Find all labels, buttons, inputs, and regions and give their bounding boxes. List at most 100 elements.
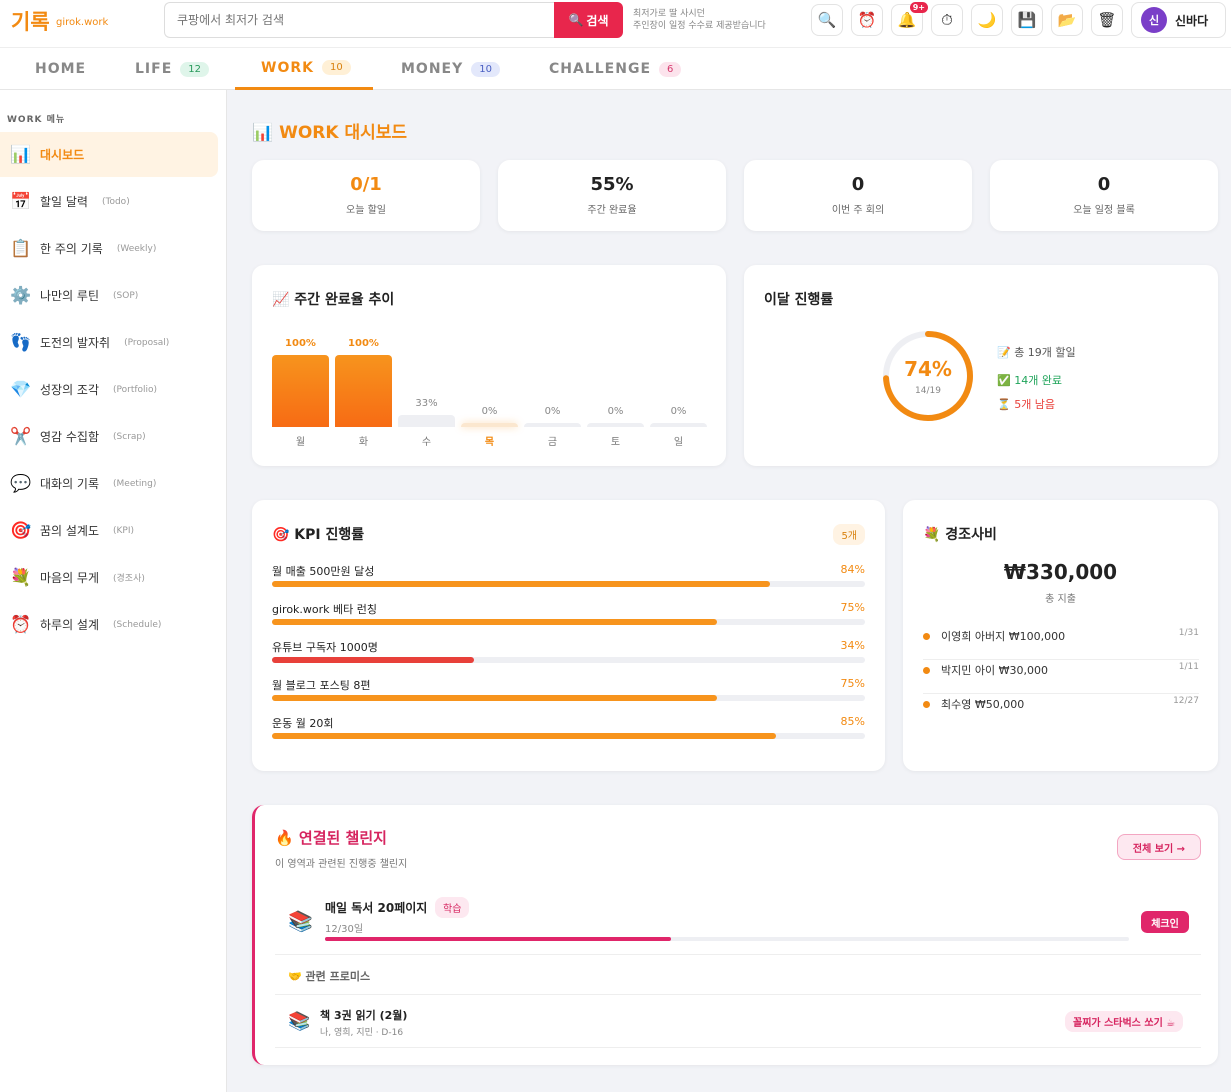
kpi-title: 🎯 KPI 진행률 bbox=[272, 527, 365, 543]
bar-2[interactable] bbox=[398, 415, 455, 427]
weekly-chart-title: 📈 주간 완료율 추이 bbox=[272, 292, 395, 308]
search-icon-button[interactable]: 🔍 bbox=[811, 4, 843, 36]
tab-home[interactable]: HOME bbox=[35, 48, 86, 90]
progress-fraction: 14/19 bbox=[915, 386, 941, 396]
bar-value-label: 0% bbox=[544, 406, 561, 417]
bar-3[interactable] bbox=[461, 423, 518, 427]
kpi-row[interactable]: 운동 월 20회 85% bbox=[272, 715, 865, 745]
promise-meta: 나, 영희, 지민 · D-16 bbox=[320, 1028, 404, 1038]
sidebar-item-sublabel: (KPI) bbox=[113, 525, 135, 536]
challenge-name: 매일 독서 20페이지 bbox=[325, 901, 428, 915]
sidebar-item[interactable]: 🎯 꿈의 설계도 (KPI) bbox=[0, 508, 218, 553]
sidebar-item-sublabel: (Scrap) bbox=[113, 431, 146, 442]
challenge-tag: 학습 bbox=[435, 897, 470, 918]
tab-work[interactable]: WORK 10 bbox=[235, 48, 373, 90]
gyeongjo-date: 1/11 bbox=[1178, 662, 1199, 672]
view-all-button[interactable]: 전체 보기 → bbox=[1117, 834, 1201, 860]
books-icon: 📚 bbox=[288, 1011, 311, 1032]
checkin-button[interactable]: 체크인 bbox=[1141, 911, 1189, 933]
stat-card-today-todo[interactable]: 0/1 오늘 할일 bbox=[252, 160, 480, 231]
sidebar-item-icon: 💐 bbox=[10, 567, 32, 588]
gyeongjo-text: 최수영 ₩50,000 bbox=[941, 698, 1025, 711]
search-input[interactable] bbox=[164, 2, 554, 38]
kpi-progress-fill bbox=[272, 581, 771, 587]
app-logo[interactable]: 기록 bbox=[11, 10, 50, 34]
sidebar-item-icon: 💎 bbox=[10, 379, 32, 400]
tab-life-count: 12 bbox=[180, 61, 209, 77]
search-button[interactable]: 🔍 검색 bbox=[554, 2, 623, 38]
sidebar-item[interactable]: ⏰ 하루의 설계 (Schedule) bbox=[0, 602, 218, 647]
user-name: 신바다 bbox=[1175, 13, 1209, 28]
stat-card-meetings[interactable]: 0 이번 주 회의 bbox=[744, 160, 972, 231]
sidebar: WORK 메뉴 📊 대시보드 📅 할일 달력 (Todo) 📋 한 주의 기록 (Weekly… bbox=[0, 90, 227, 1092]
sidebar-item-sublabel: (Portfolio) bbox=[113, 384, 158, 395]
sidebar-item[interactable]: 💎 성장의 조각 (Portfolio) bbox=[0, 367, 218, 412]
tab-life[interactable]: LIFE 12 bbox=[135, 48, 209, 90]
timer-button[interactable]: ⏱ bbox=[931, 4, 963, 36]
gyeongjo-total-label: 총 지출 bbox=[1045, 594, 1076, 605]
gyeongjo-row[interactable]: 최수영 ₩50,000 12/27 bbox=[923, 694, 1199, 728]
sidebar-item[interactable]: 💬 대화의 기록 (Meeting) bbox=[0, 461, 218, 506]
magnifier-icon: 🔍 bbox=[817, 11, 837, 29]
kpi-row[interactable]: girok.work 베타 런칭 75% bbox=[272, 601, 865, 631]
dark-mode-button[interactable]: 🌙 bbox=[971, 4, 1003, 36]
sidebar-item[interactable]: 📅 할일 달력 (Todo) bbox=[0, 179, 218, 224]
kpi-row[interactable]: 월 블로그 포스팅 8편 75% bbox=[272, 677, 865, 707]
notification-badge: 9+ bbox=[909, 2, 928, 13]
kpi-name: 유튜브 구독자 1000명 bbox=[272, 641, 378, 654]
open-folder-button[interactable]: 📂 bbox=[1051, 4, 1083, 36]
alarm-icon-button[interactable]: ⏰ bbox=[851, 4, 883, 36]
tab-money[interactable]: MONEY 10 bbox=[401, 48, 500, 90]
sidebar-item-sublabel: (Schedule) bbox=[113, 619, 162, 630]
bar-value-label: 100% bbox=[285, 338, 316, 349]
promise-item[interactable]: 📚 책 3권 읽기 (2월) 나, 영희, 지민 · D-16 꼴찌가 스타벅스… bbox=[275, 995, 1201, 1048]
kpi-percent: 34% bbox=[840, 639, 865, 652]
kpi-progress-fill bbox=[272, 619, 717, 625]
bar-category-label: 금 bbox=[547, 437, 558, 448]
stat-card-schedule-blocks[interactable]: 0 오늘 일정 블록 bbox=[990, 160, 1218, 231]
sidebar-item[interactable]: ✂️ 영감 수집함 (Scrap) bbox=[0, 414, 218, 459]
bar-0[interactable] bbox=[272, 355, 329, 427]
kpi-name: 운동 월 20회 bbox=[272, 717, 334, 730]
sidebar-item-label: 할일 달력 bbox=[40, 195, 88, 209]
app-domain: girok.work bbox=[56, 17, 109, 28]
sidebar-item[interactable]: 👣 도전의 발자취 (Proposal) bbox=[0, 320, 218, 365]
stat-card-weekly-rate[interactable]: 55% 주간 완료율 bbox=[498, 160, 726, 231]
promise-name: 책 3권 읽기 (2월) bbox=[320, 1009, 408, 1022]
tab-home-label: HOME bbox=[35, 61, 87, 77]
bar-6[interactable] bbox=[650, 423, 707, 427]
tab-challenge[interactable]: CHALLENGE 6 bbox=[549, 48, 682, 90]
sidebar-item-label: 나만의 루틴 bbox=[40, 289, 100, 303]
bar-4[interactable] bbox=[524, 423, 581, 427]
sidebar-item[interactable]: 📋 한 주의 기록 (Weekly) bbox=[0, 226, 218, 271]
kpi-row[interactable]: 월 매출 500만원 달성 84% bbox=[272, 563, 865, 593]
sidebar-item[interactable]: 📊 대시보드 bbox=[0, 132, 218, 177]
bar-category-label: 일 bbox=[673, 437, 684, 448]
user-menu[interactable]: 신 신바다 bbox=[1131, 2, 1226, 38]
sidebar-item[interactable]: 💐 마음의 무게 (경조사) bbox=[0, 555, 218, 600]
kpi-card: 🎯 KPI 진행률 5개 월 매출 500만원 달성 84% girok.work … bbox=[252, 500, 885, 771]
gyeongjo-row[interactable]: 박지민 아이 ₩30,000 1/11 bbox=[923, 660, 1199, 694]
sidebar-item-label: 꿈의 설계도 bbox=[40, 524, 100, 538]
gyeongjo-bullet bbox=[923, 667, 930, 674]
bar-1[interactable] bbox=[335, 355, 392, 427]
challenge-item[interactable]: 📚 매일 독서 20페이지 학습 12/30일 체크인 bbox=[275, 889, 1201, 955]
sidebar-item-sublabel: (Proposal) bbox=[124, 337, 170, 348]
sidebar-item-label: 하루의 설계 bbox=[40, 618, 100, 632]
promise-section-heading: 🤝 관련 프로미스 bbox=[275, 955, 1201, 995]
save-button[interactable]: 💾 bbox=[1011, 4, 1043, 36]
tab-challenge-label: CHALLENGE bbox=[549, 61, 652, 77]
gyeongjo-row[interactable]: 이영희 아버지 ₩100,000 1/31 bbox=[923, 626, 1199, 660]
promise-heading: 🤝 관련 프로미스 bbox=[288, 970, 371, 983]
challenges-subtitle: 이 영역과 관련된 진행중 챌린지 bbox=[275, 859, 408, 870]
sidebar-item-sublabel: (경조사) bbox=[113, 574, 145, 584]
stat-label: 오늘 일정 블록 bbox=[1073, 205, 1135, 216]
sidebar-item-label: 성장의 조각 bbox=[40, 383, 100, 397]
kpi-row[interactable]: 유튜브 구독자 1000명 34% bbox=[272, 639, 865, 669]
bar-5[interactable] bbox=[587, 423, 644, 427]
sidebar-item[interactable]: ⚙️ 나만의 루틴 (SOP) bbox=[0, 273, 218, 318]
trash-button[interactable]: 🗑 bbox=[1091, 4, 1123, 36]
progress-left: ⏳ 5개 남음 bbox=[997, 398, 1056, 411]
notification-button[interactable]: 🔔 9+ bbox=[891, 2, 928, 36]
bar-value-label: 100% bbox=[348, 338, 379, 349]
